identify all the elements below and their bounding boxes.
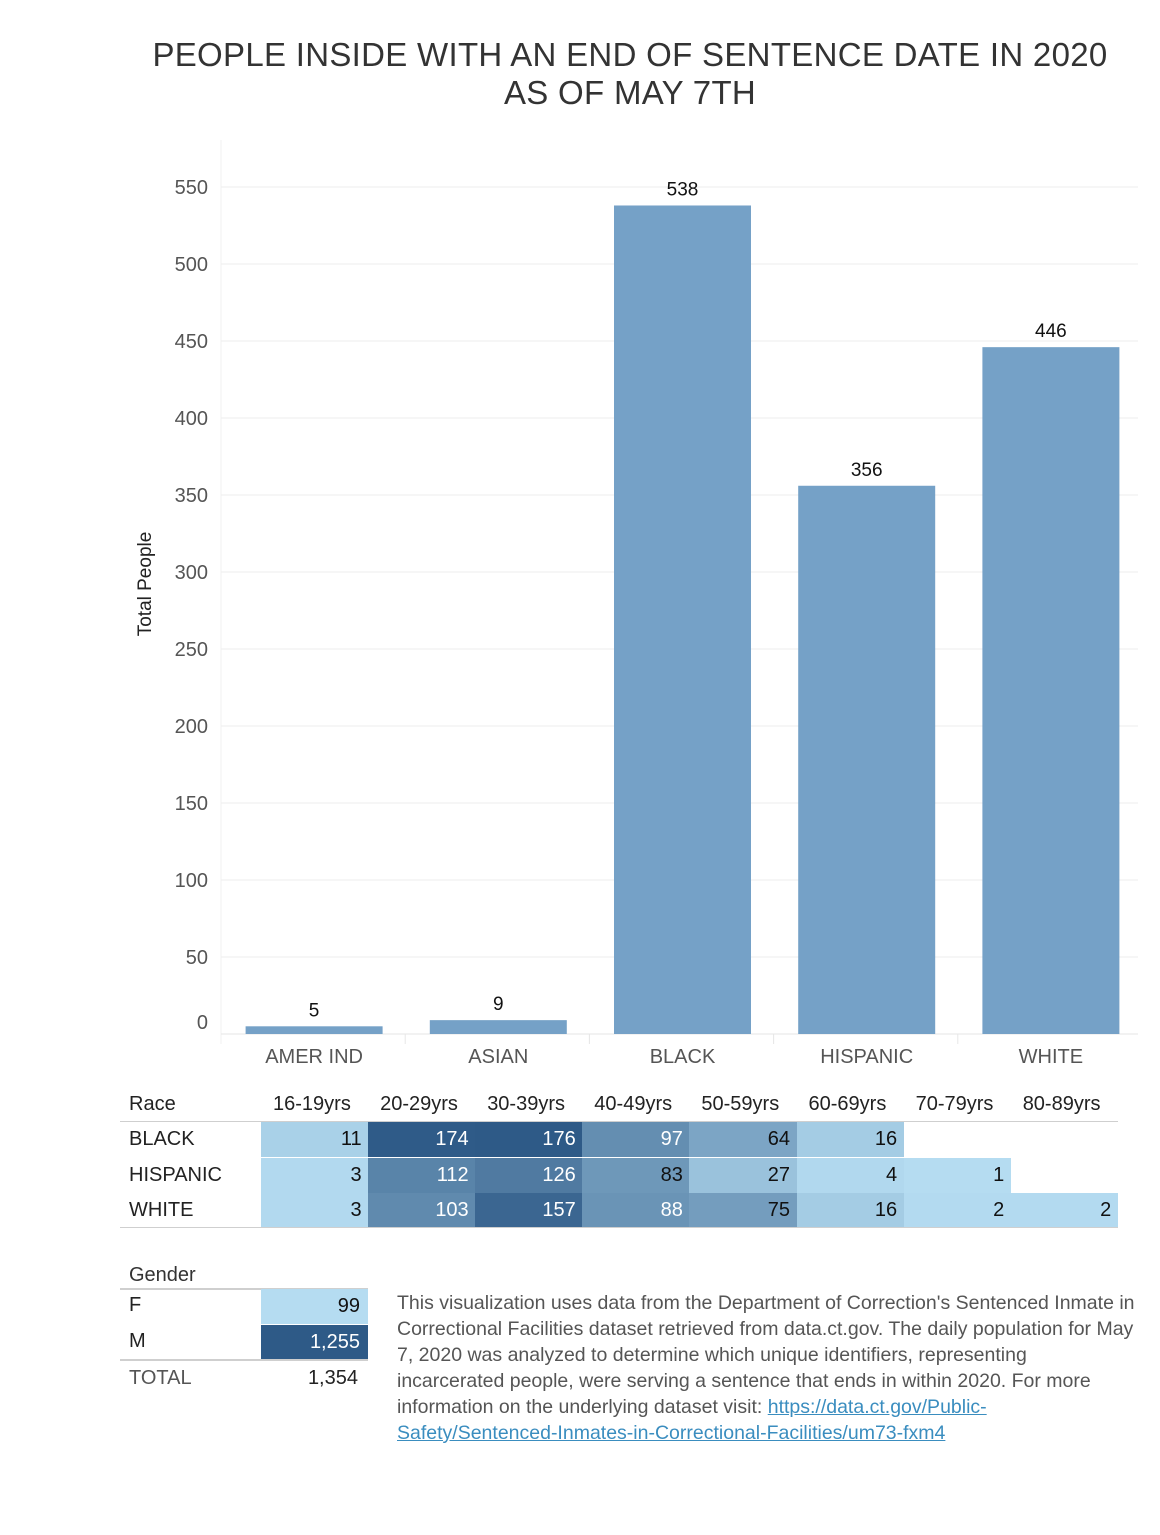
bar — [245, 1026, 383, 1034]
y-tick-label: 0 — [197, 1012, 208, 1034]
race-row-label: WHITE — [129, 1199, 194, 1221]
y-tick-label: 400 — [175, 408, 208, 430]
bar — [429, 1020, 567, 1034]
bar — [798, 485, 936, 1034]
age-column-header: 50-59yrs — [701, 1093, 780, 1115]
y-tick-label: 50 — [186, 947, 208, 969]
race-table-header: Race — [129, 1093, 176, 1115]
race-age-cell: 2 — [903, 1193, 1012, 1228]
gender-value-cell: 99 — [261, 1289, 368, 1324]
race-age-cell: 88 — [582, 1193, 690, 1228]
x-tick-label: HISPANIC — [820, 1046, 913, 1068]
gender-value-cell: 1,255 — [261, 1325, 368, 1360]
gender-table-header: Gender — [129, 1264, 196, 1286]
age-column-header: 30-39yrs — [487, 1093, 565, 1115]
bar-value-label: 446 — [1035, 321, 1067, 342]
race-age-cell: 75 — [689, 1193, 797, 1228]
race-table-divider — [120, 1121, 1118, 1122]
race-age-cell: 64 — [689, 1122, 797, 1157]
y-tick-label: 250 — [175, 639, 208, 661]
race-table-bottom-line — [120, 1227, 1118, 1228]
race-age-cell: 176 — [475, 1122, 583, 1157]
race-age-cell: 1 — [903, 1157, 1012, 1193]
source-note-text: This visualization uses data from the De… — [397, 1292, 1135, 1418]
race-age-cell: 97 — [582, 1122, 690, 1157]
race-age-cell: 83 — [582, 1157, 690, 1193]
race-age-cell: 174 — [368, 1122, 476, 1157]
bar-value-label: 9 — [493, 994, 504, 1015]
race-age-cell: 27 — [689, 1157, 797, 1193]
gender-row-label: F — [129, 1294, 142, 1316]
race-age-cell: 3 — [261, 1193, 369, 1228]
x-tick-label: WHITE — [1019, 1046, 1083, 1068]
chart-title-line2: AS OF MAY 7TH — [503, 74, 757, 111]
race-age-cell: 112 — [368, 1157, 476, 1193]
race-age-cell: 16 — [796, 1122, 905, 1157]
bar-chart: 0 50 100 150 200 250 300 350 400 450 500 550 Total P… — [135, 140, 1138, 1068]
bar — [982, 347, 1120, 1034]
bar — [614, 205, 751, 1035]
race-age-cell: 103 — [368, 1193, 476, 1228]
y-tick-label: 200 — [175, 716, 208, 738]
bar-value-label: 538 — [667, 179, 699, 200]
gender-total-value: 1,354 — [307, 1367, 358, 1389]
gender-total-label: TOTAL — [129, 1367, 192, 1389]
race-age-cell: 3 — [261, 1157, 369, 1193]
age-column-header: 70-79yrs — [915, 1093, 994, 1115]
gender-row-label: M — [129, 1330, 146, 1352]
age-column-header: 16-19yrs — [273, 1093, 351, 1115]
age-column-header: 40-49yrs — [594, 1093, 673, 1115]
race-age-cell: 126 — [475, 1157, 583, 1193]
gender-total-divider — [120, 1359, 368, 1361]
race-age-cell: 16 — [796, 1193, 905, 1228]
x-tick-label: BLACK — [650, 1046, 716, 1068]
race-age-cell: 4 — [796, 1157, 905, 1193]
chart-title-line1: PEOPLE INSIDE WITH AN END OF SENTENCE DA… — [152, 36, 1108, 73]
y-axis-title: Total People — [135, 532, 156, 637]
y-tick-label: 100 — [175, 870, 208, 892]
age-column-header: 60-69yrs — [808, 1093, 887, 1115]
age-column-header: 80-89yrs — [1022, 1093, 1101, 1115]
y-tick-label: 150 — [175, 793, 208, 815]
race-age-cell: 11 — [261, 1122, 369, 1157]
y-tick-label: 550 — [175, 177, 208, 199]
gender-table-divider — [120, 1288, 368, 1290]
y-tick-label: 300 — [175, 562, 208, 584]
source-note: This visualization uses data from the De… — [397, 1290, 1137, 1446]
y-tick-label: 450 — [175, 331, 208, 353]
chart-title: PEOPLE INSIDE WITH AN END OF SENTENCE DA… — [110, 36, 1150, 112]
race-age-cell: 157 — [475, 1193, 583, 1228]
age-column-header: 20-29yrs — [380, 1093, 458, 1115]
bar-value-label: 5 — [309, 1000, 320, 1021]
race-age-cell: 2 — [1010, 1193, 1119, 1228]
x-tick-label: ASIAN — [468, 1046, 528, 1068]
race-row-label: HISPANIC — [129, 1163, 222, 1186]
x-tick-label: AMER IND — [265, 1046, 363, 1068]
y-tick-label: 350 — [175, 485, 208, 507]
race-row-label: BLACK — [129, 1128, 195, 1150]
y-tick-label: 500 — [175, 254, 208, 276]
source-link[interactable]: https://data.ct.gov/Public-Safety/Senten… — [397, 1396, 987, 1444]
bar-value-label: 356 — [851, 460, 883, 481]
